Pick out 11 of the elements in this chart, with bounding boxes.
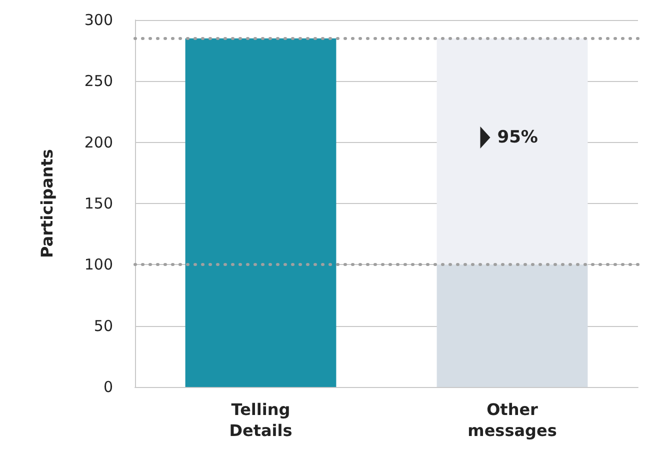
y-tick-label: 0 (103, 378, 113, 396)
y-tick-label: 100 (84, 256, 113, 274)
annotation: 95% (497, 127, 538, 148)
y-axis-title: Participants (38, 149, 56, 258)
x-tick-label: Other messages (468, 400, 557, 440)
y-tick-label: 200 (84, 133, 113, 152)
y-tick-label: 300 (84, 11, 113, 29)
x-tick-label: Telling Details (229, 400, 292, 440)
y-tick-label: 150 (84, 194, 113, 212)
y-tick-label: 250 (84, 72, 113, 90)
y-tick-label: 50 (94, 316, 113, 335)
